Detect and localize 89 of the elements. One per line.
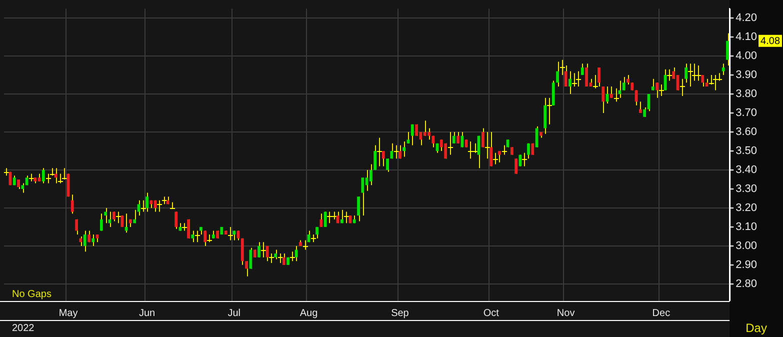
candlestick [245, 260, 248, 277]
y-tick-label: 3.90 [736, 69, 758, 82]
candlestick [726, 32, 729, 66]
x-tick-label: Oct [483, 308, 500, 319]
candlestick [340, 209, 344, 224]
y-tick-label: 3.30 [736, 183, 758, 196]
candlestick [357, 196, 360, 222]
candlestick [406, 132, 410, 144]
x-tick-label: Dec [652, 308, 670, 319]
candlestick [390, 142, 394, 160]
candlestick [204, 230, 207, 246]
y-tick-label: 2.80 [736, 278, 758, 290]
candlestick [382, 150, 385, 167]
candlestick [324, 211, 327, 228]
candlestick [146, 192, 148, 212]
candlestick [544, 97, 547, 134]
candlestick [456, 132, 460, 144]
x-tick-label: Nov [556, 308, 575, 319]
candlestick [402, 141, 406, 158]
candlestick [585, 63, 588, 87]
candlestick [552, 80, 555, 106]
y-tick-label: 4.10 [736, 31, 758, 44]
y-tick-label: 4.20 [736, 12, 758, 24]
y-tick-label: 4.00 [736, 50, 758, 62]
candlestick [187, 218, 190, 239]
candlestick [568, 70, 572, 95]
annotation: No Gaps [12, 289, 52, 300]
y-tick-label: 3.70 [736, 107, 758, 120]
candlestick [423, 120, 426, 136]
candlestick [634, 90, 638, 106]
x-tick-label: Sep [391, 308, 410, 319]
candlestick [610, 86, 613, 98]
y-tick-label: 3.00 [736, 240, 758, 252]
candlestick [70, 194, 74, 214]
candlestick [191, 230, 194, 243]
candlestick [618, 80, 622, 98]
candlestick [124, 213, 128, 234]
y-tick-label: 3.80 [736, 88, 758, 100]
candlestick [428, 128, 430, 140]
x-tick-label: May [58, 308, 78, 319]
candlestick [398, 144, 402, 160]
candlestick [481, 128, 484, 148]
candlestick [664, 68, 667, 91]
candlestick [490, 132, 493, 167]
text: 4.08 [760, 36, 780, 48]
candlestick [460, 132, 464, 148]
candlestick [656, 82, 658, 98]
candlestick [42, 168, 45, 184]
candlestick [274, 249, 278, 260]
candlestick [120, 215, 124, 228]
candlestick [137, 200, 140, 216]
candlestick [514, 158, 518, 174]
y-tick-label: 3.50 [736, 145, 758, 158]
text: 2022 [12, 323, 35, 334]
candlestick [598, 66, 600, 87]
candlestick [249, 247, 252, 270]
y-tick-label: 3.60 [736, 126, 758, 138]
candlestick [361, 177, 364, 216]
candlestick [386, 158, 389, 172]
candlestick [92, 234, 95, 246]
x-tick-label: Aug [300, 308, 318, 319]
x-tick-label: Jul [228, 308, 241, 319]
x-tick-label: Jun [138, 308, 156, 319]
y-tick-label: 3.10 [736, 220, 758, 233]
candlestick [174, 211, 178, 230]
candlestick [282, 253, 286, 266]
text: Day [746, 321, 767, 335]
candlestick [410, 124, 414, 146]
candlestick [54, 168, 58, 184]
candlestick [722, 63, 725, 76]
candlestick [556, 61, 559, 87]
y-tick-label: 2.90 [736, 258, 758, 271]
candlestick [75, 218, 78, 236]
y-tick-label: 3.40 [736, 164, 758, 176]
y-tick-label: 3.20 [736, 202, 758, 214]
candlestick [701, 74, 704, 87]
candlestick [83, 230, 86, 252]
candlestick [527, 142, 530, 160]
candlestick [104, 207, 108, 224]
candlestick [684, 63, 688, 84]
candlestick [258, 242, 260, 258]
candlestick [236, 230, 240, 241]
candlestick [498, 150, 501, 163]
candlestick [240, 238, 244, 266]
candlestick [100, 213, 103, 232]
candlestick [602, 86, 605, 114]
candlestick [294, 245, 298, 262]
candlestick [232, 230, 236, 241]
candlestick [320, 213, 323, 228]
